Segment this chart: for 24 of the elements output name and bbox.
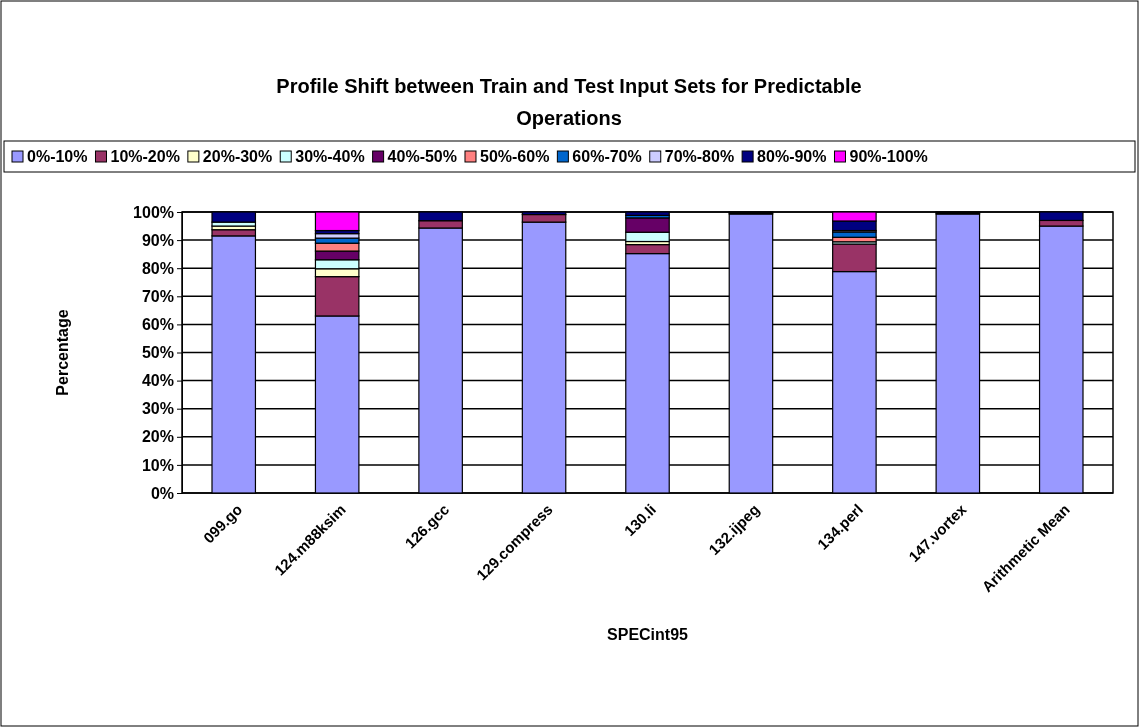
y-tick-label: 30% bbox=[141, 400, 174, 418]
y-tick-label: 40% bbox=[141, 372, 174, 390]
chart-title: Profile Shift between Train and Test Input Sets for Predictable Operations bbox=[276, 75, 862, 129]
y-tick-label: 0% bbox=[150, 484, 174, 502]
legend-label: 70%-80% bbox=[664, 148, 735, 165]
y-tick-label: 10% bbox=[141, 456, 174, 474]
y-tick-label: 70% bbox=[141, 287, 174, 305]
y-tick-label: 100% bbox=[133, 203, 174, 221]
legend-label: 40%-50% bbox=[387, 148, 457, 165]
x-axis-title: SPECint95 bbox=[607, 626, 689, 643]
legend-label: 10%-20% bbox=[110, 148, 180, 165]
legend-label: 20%-30% bbox=[202, 148, 273, 165]
y-tick-label: 60% bbox=[141, 316, 174, 334]
legend-label: 60%-70% bbox=[572, 148, 642, 165]
legend-label: 0%-10% bbox=[27, 148, 88, 165]
y-tick-label: 90% bbox=[141, 231, 174, 249]
legend-label: 90%-100% bbox=[849, 148, 928, 165]
legend-label: 50%-60% bbox=[479, 148, 550, 165]
legend-label: 80%-90% bbox=[757, 148, 827, 165]
y-tick-label: 80% bbox=[141, 259, 174, 277]
legend-label: 30%-40% bbox=[295, 148, 365, 165]
y-axis-title: Percentage bbox=[54, 309, 71, 396]
y-tick-label: 20% bbox=[141, 428, 174, 446]
y-tick-label: 50% bbox=[141, 344, 174, 362]
